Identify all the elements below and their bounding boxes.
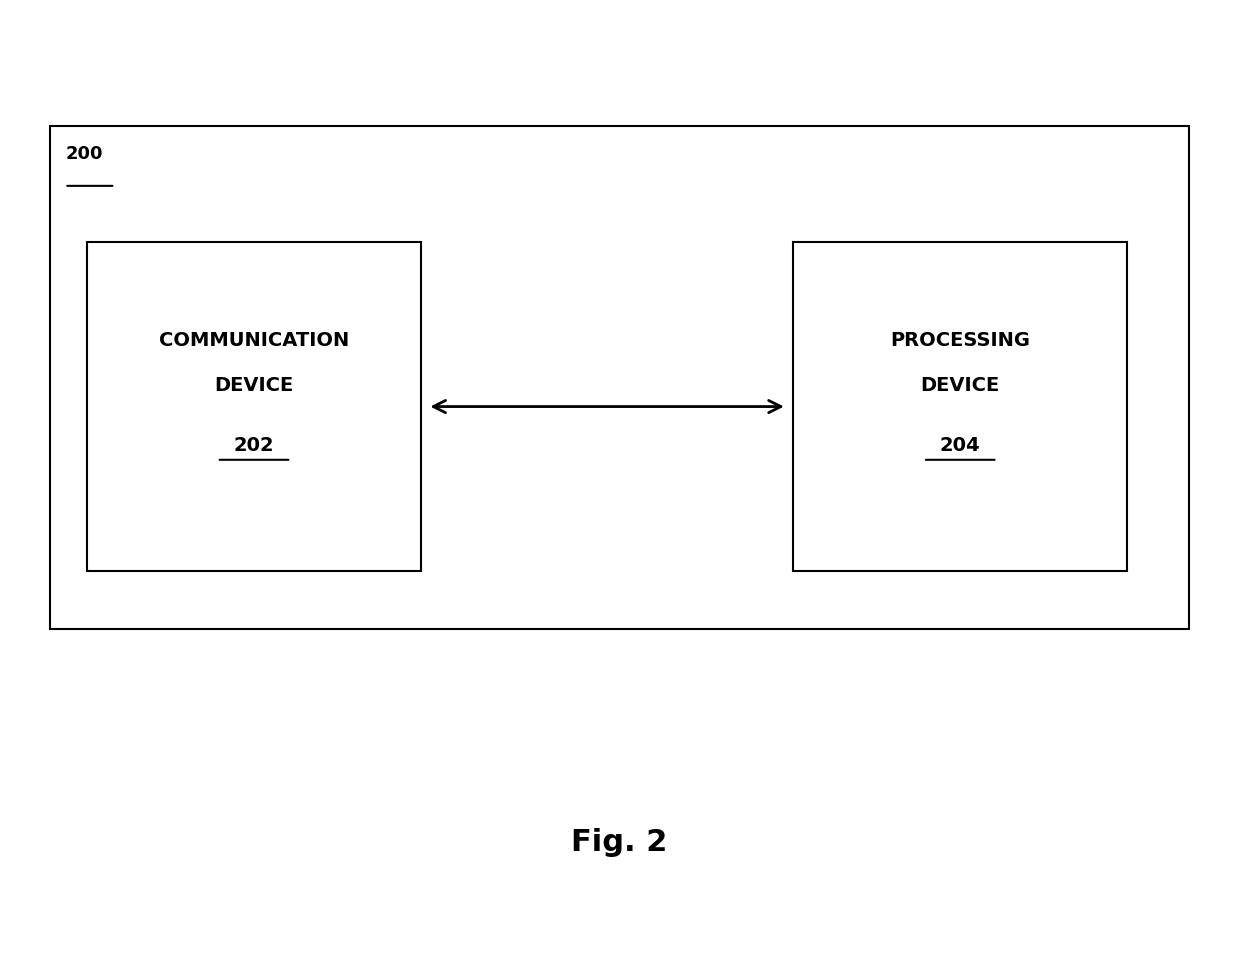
Text: DEVICE: DEVICE — [921, 376, 1000, 395]
Text: 204: 204 — [940, 436, 980, 455]
Text: DEVICE: DEVICE — [214, 376, 294, 395]
Text: PROCESSING: PROCESSING — [891, 331, 1030, 350]
Text: COMMUNICATION: COMMUNICATION — [159, 331, 349, 350]
FancyBboxPatch shape — [87, 242, 421, 571]
FancyBboxPatch shape — [50, 126, 1189, 629]
Text: 202: 202 — [234, 436, 274, 455]
Text: Fig. 2: Fig. 2 — [571, 828, 668, 857]
Text: 200: 200 — [66, 145, 103, 164]
FancyBboxPatch shape — [793, 242, 1127, 571]
